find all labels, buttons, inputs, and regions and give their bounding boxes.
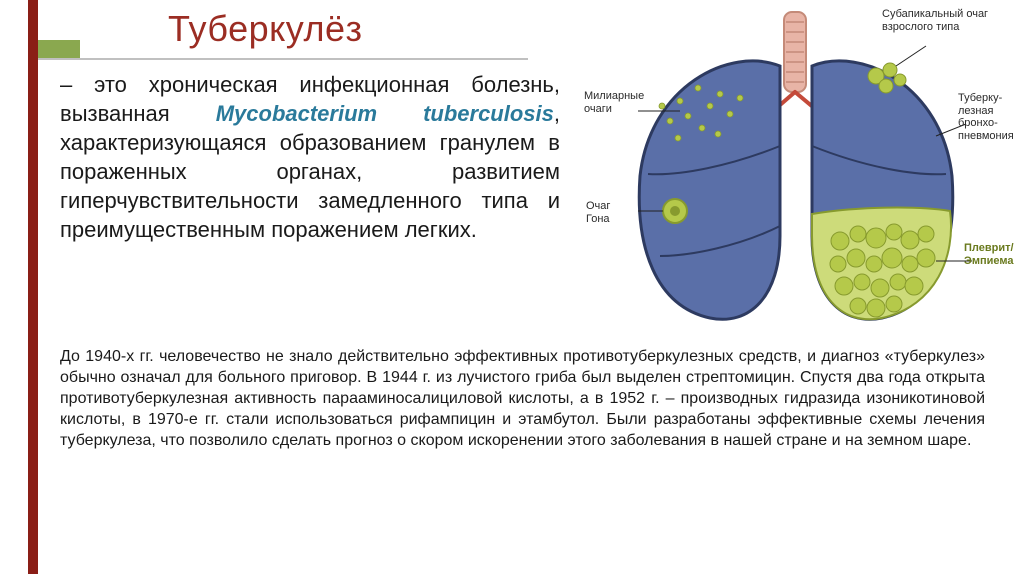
label-broncho: Туберку- лезная бронхо- пневмония [958,92,1014,143]
title-underline [38,58,528,60]
label-miliary: Милиарные очаги [584,90,644,115]
history-text: До 1940-х гг. человечество не знало дейс… [60,346,985,452]
lungs-diagram: Милиарные очаги Очаг Гона Субапикальный … [580,6,1012,334]
label-ghon: Очаг Гона [586,200,610,225]
label-pleurisy: Плеврит/ Эмпиема [964,242,1014,267]
page-title: Туберкулёз [168,8,363,50]
title-tick [38,40,80,58]
intro-text: – это хроническая инфекционная болезнь, … [60,70,560,244]
label-subapical: Субапикальный очаг взрослого типа [882,8,988,33]
accent-bar [28,0,38,574]
pathogen-name: Mycobacterium tuberculosis [216,101,554,126]
